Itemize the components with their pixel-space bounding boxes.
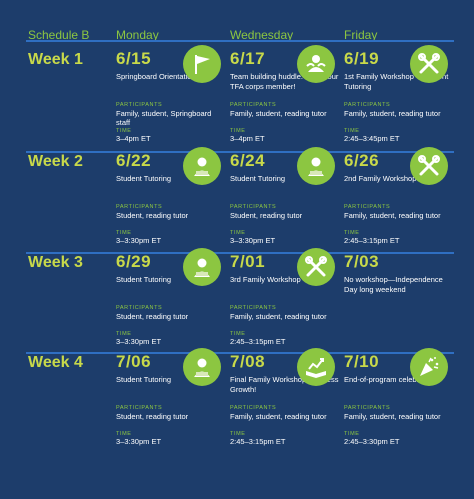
participants-label: PARTICIPANTS [344, 405, 390, 411]
week-label: Week 2 [28, 153, 83, 171]
participants-label: PARTICIPANTS [344, 102, 390, 108]
date: 7/10 [344, 352, 379, 372]
participants-value: Student, reading tutor [230, 211, 340, 220]
week-label: Week 3 [28, 254, 83, 272]
date: 6/17 [230, 49, 265, 69]
student-icon [297, 147, 335, 185]
time-value: 2:45–3:15pm ET [230, 437, 340, 446]
date: 6/15 [116, 49, 151, 69]
time-value: 2:45–3:15pm ET [344, 236, 454, 245]
participants-label: PARTICIPANTS [116, 405, 162, 411]
participants-value: Student, reading tutor [116, 211, 226, 220]
participants-label: PARTICIPANTS [116, 305, 162, 311]
flag-icon [183, 45, 221, 83]
row-divider [26, 40, 454, 42]
time-value: 2:45–3:30pm ET [344, 437, 454, 446]
participants-value: Family, student, reading tutor [344, 412, 454, 421]
participants-value: Family, student, reading tutor [230, 109, 340, 118]
time-value: 3–3:30pm ET [116, 337, 226, 346]
participants-value: Family, student, reading tutor [230, 312, 340, 321]
participants-label: PARTICIPANTS [116, 102, 162, 108]
participants-value: Family, student, reading tutor [230, 412, 340, 421]
time-value: 3–3:30pm ET [116, 236, 226, 245]
date: 6/29 [116, 252, 151, 272]
participants-label: PARTICIPANTS [230, 102, 276, 108]
week-label: Week 4 [28, 354, 83, 372]
time-value: 3–3:30pm ET [230, 236, 340, 245]
event-title: No workshop—Independence Day long weeken… [344, 275, 454, 294]
time-value: 2:45–3:15pm ET [230, 337, 340, 346]
participants-value: Student, reading tutor [116, 312, 226, 321]
tools-icon [410, 45, 448, 83]
participants-label: PARTICIPANTS [230, 405, 276, 411]
student-icon [183, 147, 221, 185]
participants-value: Family, student, reading tutor [344, 109, 454, 118]
party-popper-icon [410, 348, 448, 386]
date: 7/01 [230, 252, 265, 272]
date: 7/03 [344, 252, 379, 272]
date: 6/26 [344, 151, 379, 171]
date: 7/08 [230, 352, 265, 372]
time-value: 3–3:30pm ET [116, 437, 226, 446]
time-value: 3–4pm ET [230, 134, 340, 143]
student-icon [183, 348, 221, 386]
tools-icon [297, 248, 335, 286]
week-label: Week 1 [28, 51, 83, 69]
team-huddle-icon [297, 45, 335, 83]
date: 6/22 [116, 151, 151, 171]
growth-book-icon [297, 348, 335, 386]
participants-value: Student, reading tutor [116, 412, 226, 421]
student-icon [183, 248, 221, 286]
date: 7/06 [116, 352, 151, 372]
time-value: 2:45–3:45pm ET [344, 134, 454, 143]
participants-label: PARTICIPANTS [230, 305, 276, 311]
participants-value: Family, student, Springboard staff [116, 109, 226, 127]
date: 6/19 [344, 49, 379, 69]
participants-value: Family, student, reading tutor [344, 211, 454, 220]
participants-label: PARTICIPANTS [344, 204, 390, 210]
participants-label: PARTICIPANTS [230, 204, 276, 210]
participants-label: PARTICIPANTS [116, 204, 162, 210]
tools-icon [410, 147, 448, 185]
time-value: 3–4pm ET [116, 134, 226, 143]
date: 6/24 [230, 151, 265, 171]
